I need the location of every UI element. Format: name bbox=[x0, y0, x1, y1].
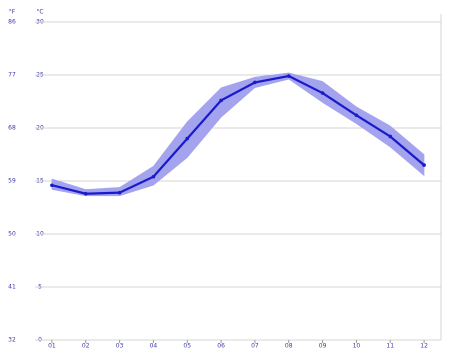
point bbox=[83, 191, 88, 196]
x-tick-label: 08 bbox=[285, 343, 293, 350]
x-tick-label: 01 bbox=[48, 343, 56, 350]
y2-tick-label: 41 bbox=[8, 284, 16, 291]
x-tick-label: 02 bbox=[82, 343, 90, 350]
range-band bbox=[187, 87, 222, 159]
point bbox=[151, 174, 156, 179]
y2-tick-label: 77 bbox=[8, 72, 16, 79]
x-tick-label: 04 bbox=[150, 343, 158, 350]
point bbox=[253, 80, 257, 85]
y2-tick-label: 68 bbox=[8, 125, 16, 132]
x-tick-label: 07 bbox=[251, 343, 259, 350]
point bbox=[185, 136, 190, 141]
x-tick-label: 03 bbox=[116, 343, 124, 350]
point bbox=[422, 163, 426, 167]
x-tick-label: 11 bbox=[386, 343, 394, 350]
x-tick-label: 10 bbox=[353, 343, 361, 350]
x-tick-label: 05 bbox=[183, 343, 191, 350]
point bbox=[117, 190, 122, 195]
point bbox=[388, 134, 393, 139]
x-tick-label: 09 bbox=[319, 343, 327, 350]
range-band bbox=[322, 80, 357, 125]
x-tick-label: 12 bbox=[420, 343, 428, 350]
x-tick-label: 06 bbox=[217, 343, 225, 350]
y2-tick-label: 59 bbox=[8, 178, 16, 185]
point bbox=[50, 183, 54, 188]
y2-tick-label: 32 bbox=[8, 337, 16, 344]
point bbox=[286, 74, 291, 78]
series-line bbox=[51, 74, 425, 195]
y2-axis-label: °F bbox=[9, 9, 16, 16]
point bbox=[320, 91, 325, 95]
range-band bbox=[153, 120, 188, 186]
y2-tick-label: 50 bbox=[8, 231, 16, 238]
y-axis-label: °C bbox=[36, 9, 43, 16]
y2-tick-label: 86 bbox=[8, 19, 16, 26]
range-band bbox=[288, 72, 323, 104]
point bbox=[354, 113, 359, 118]
point bbox=[219, 98, 223, 103]
